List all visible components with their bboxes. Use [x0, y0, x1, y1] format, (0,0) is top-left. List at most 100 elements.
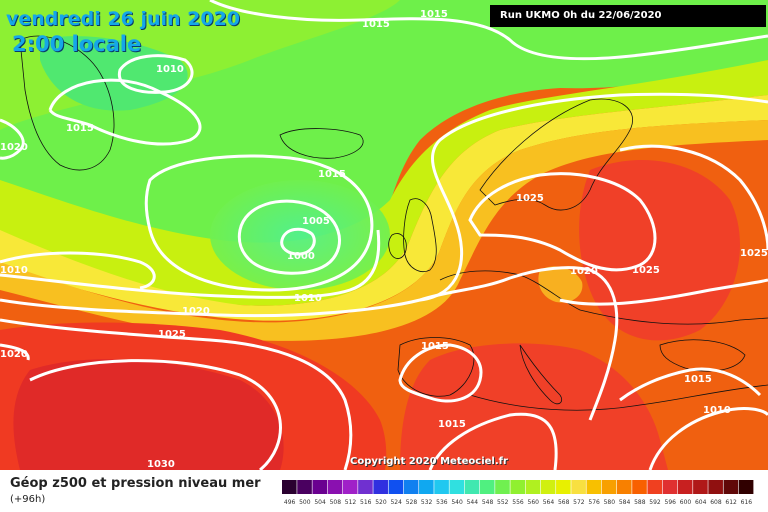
- isobar-1025-scandinavia: [468, 172, 657, 272]
- z500-region-red-east: [579, 160, 740, 341]
- isobar-label: 1000: [287, 251, 315, 262]
- scale-swatch: [297, 480, 312, 494]
- scale-swatch: [738, 480, 754, 494]
- scale-swatch: [434, 480, 449, 494]
- isobar-1025-east: [619, 144, 768, 251]
- isobar-label: 1025: [740, 248, 768, 259]
- forecast-date: vendredi 26 juin 2020: [6, 8, 241, 30]
- isobar-1025-east-lower: [559, 278, 768, 306]
- scale-swatch: [388, 480, 404, 494]
- isobar-label: 1030: [147, 459, 175, 470]
- isobar-1010-atlantic: [0, 229, 381, 299]
- scale-swatch: [403, 480, 419, 494]
- isobar-1015-north: [209, 0, 768, 61]
- isobar-label: 1010: [0, 265, 28, 276]
- isobar-1030: [29, 359, 282, 470]
- scale-swatch: [601, 480, 617, 494]
- coast-scandinavia: [479, 98, 633, 211]
- isobar-label: 1025: [158, 329, 186, 340]
- scale-swatch: [342, 480, 358, 494]
- isobars: [0, 0, 768, 470]
- scale-swatch: [556, 480, 571, 494]
- forecast-time: 2:00 locale: [12, 32, 142, 56]
- coast-ireland: [388, 233, 407, 259]
- z500-band-yellowgreen: [0, 60, 768, 306]
- model-run-label: Run UKMO 0h du 22/06/2020: [490, 5, 766, 27]
- scale-swatch: [510, 480, 526, 494]
- scale-label: 592: [649, 499, 661, 506]
- scale-swatch: [464, 480, 480, 494]
- isobar-1010-greenland: [117, 54, 194, 94]
- copyright-notice: Copyright 2020 Meteociel.fr: [350, 456, 508, 467]
- scale-label: 604: [695, 499, 707, 506]
- isobar-1010-se: [648, 407, 768, 470]
- scale-swatch: [419, 480, 434, 494]
- isobar-label: 1010: [156, 64, 184, 75]
- isobar-label: 1015: [421, 341, 449, 352]
- scale-label: 524: [390, 499, 402, 506]
- isobar-label: 1015: [420, 9, 448, 20]
- scale-swatch: [708, 480, 723, 494]
- scale-label: 540: [451, 499, 463, 506]
- scale-label: 496: [284, 499, 296, 506]
- scale-label: 516: [360, 499, 372, 506]
- scale-swatch: [662, 480, 678, 494]
- coast-iberia: [397, 337, 475, 397]
- coast-mediterranean: [469, 384, 768, 411]
- scale-label: 552: [497, 499, 509, 506]
- scale-label: 572: [573, 499, 585, 506]
- isobar-1015-greenland: [48, 78, 202, 146]
- scale-swatch: [479, 480, 495, 494]
- isobar-label: 1025: [516, 193, 544, 204]
- scale-label: 544: [467, 499, 479, 506]
- z500-band-yellow: [0, 95, 768, 321]
- scale-swatch: [373, 480, 388, 494]
- isobar-1020-central: [419, 266, 619, 421]
- isobar-1020-sw: [0, 343, 30, 361]
- scale-swatch: [586, 480, 602, 494]
- isobar-label: 1025: [632, 265, 660, 276]
- scale-swatch: [525, 480, 541, 494]
- scale-label: 588: [634, 499, 646, 506]
- isobar-label: 1005: [302, 216, 330, 227]
- scale-swatch: [693, 480, 708, 494]
- coast-italy: [519, 344, 563, 405]
- isobar-labels: 1015 1015 1010 1015 1020 1015 1005 1000 …: [0, 9, 768, 470]
- scale-swatch: [358, 480, 373, 494]
- scale-label: 556: [512, 499, 524, 506]
- isobar-label: 1010: [703, 405, 731, 416]
- isobar-1025-atlantic: [0, 318, 353, 470]
- scale-label: 600: [680, 499, 692, 506]
- legend-subtitle: (+96h): [10, 494, 46, 505]
- scale-swatch: [616, 480, 632, 494]
- isobar-label: 1015: [318, 169, 346, 180]
- scale-swatch: [571, 480, 586, 494]
- scale-swatch: [723, 480, 739, 494]
- isobar-label: 1020: [0, 349, 28, 360]
- z500-region-red-south: [400, 343, 668, 470]
- isobar-1015-balkans: [619, 367, 762, 402]
- coast-greenland: [19, 35, 115, 171]
- scale-swatch: [449, 480, 465, 494]
- z500-region-yellow-germany: [538, 266, 583, 303]
- scale-label: 504: [314, 499, 326, 506]
- scale-swatch: [495, 480, 510, 494]
- scale-swatch: [647, 480, 663, 494]
- isobar-label: 1015: [438, 419, 466, 430]
- isobar-label: 1015: [66, 123, 94, 134]
- scale-swatch: [282, 480, 297, 494]
- z500-band-orange-light: [0, 120, 768, 341]
- scale-label: 508: [330, 499, 342, 506]
- scale-label: 580: [604, 499, 616, 506]
- scale-label: 608: [710, 499, 722, 506]
- isobar-1010-west: [0, 251, 156, 290]
- scale-swatch: [327, 480, 343, 494]
- scale-label: 576: [588, 499, 600, 506]
- scale-label: 564: [543, 499, 555, 506]
- scale-label: 528: [406, 499, 418, 506]
- isobar-label: 1020: [0, 142, 28, 153]
- scale-label: 612: [725, 499, 737, 506]
- scale-label: 512: [345, 499, 357, 506]
- legend-title: Géop z500 et pression niveau mer: [10, 476, 261, 491]
- isobar-label: 1015: [684, 374, 712, 385]
